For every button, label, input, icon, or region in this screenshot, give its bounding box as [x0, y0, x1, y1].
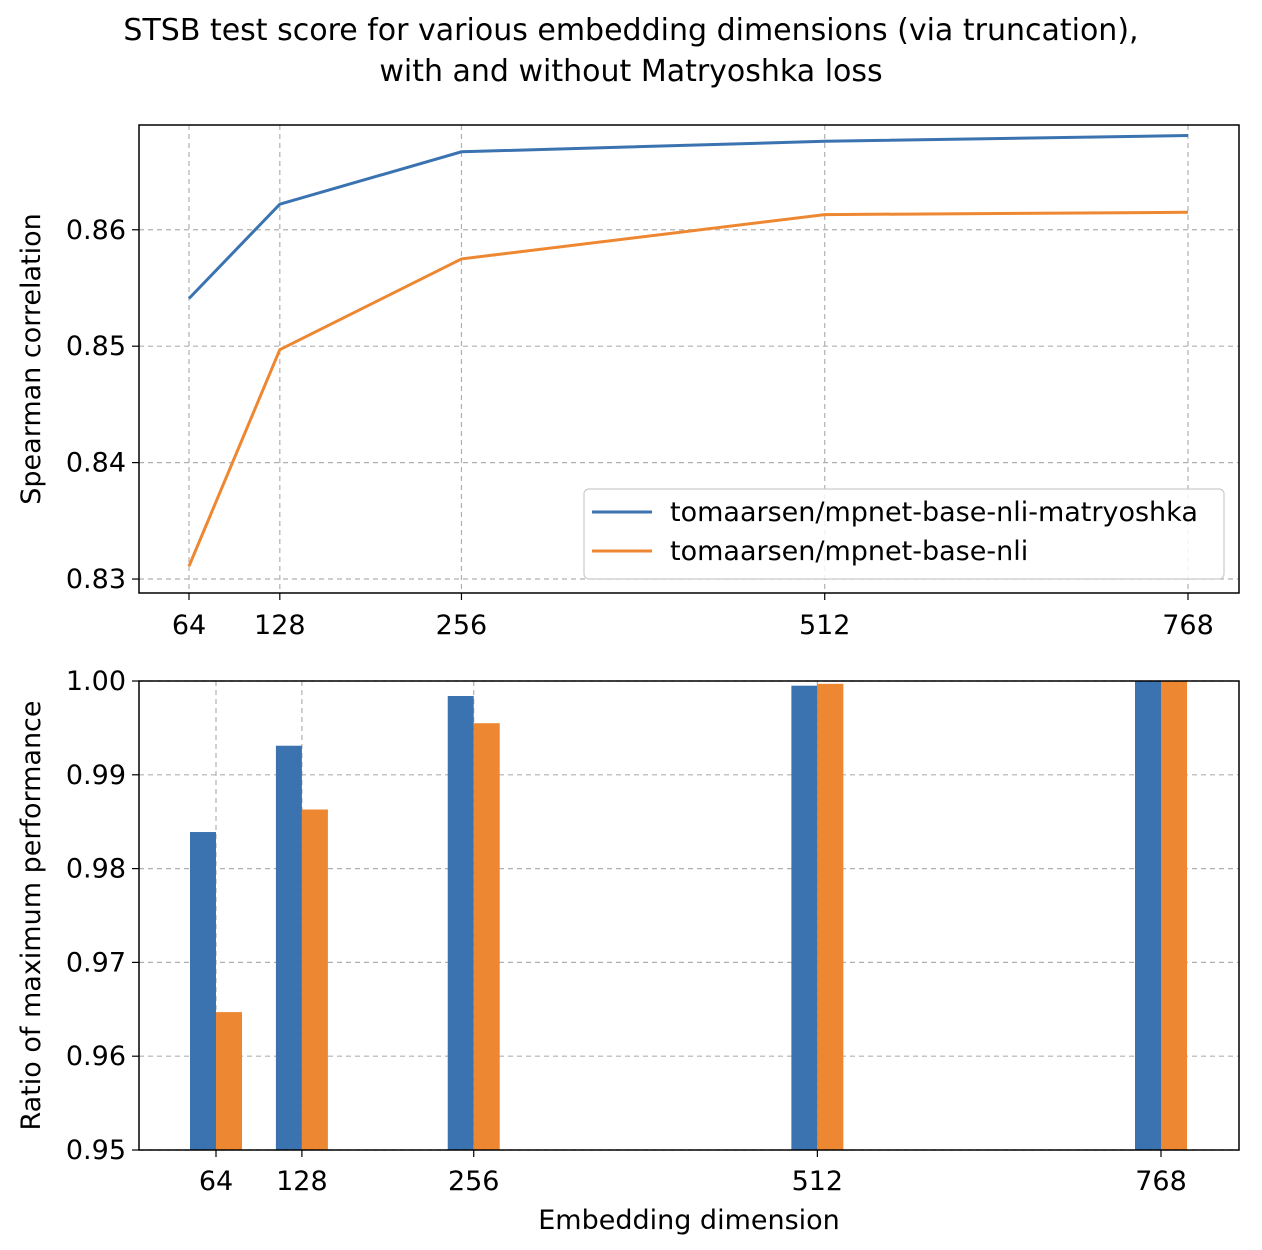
bottom-x-tick-label: 512: [792, 1166, 844, 1197]
bottom-y-tick-label: 0.97: [66, 947, 126, 978]
bottom-y-tick-label: 1.00: [66, 666, 126, 697]
bottom-y-axis-label: Ratio of maximum performance: [16, 700, 47, 1130]
bottom-x-tick-label: 128: [276, 1166, 328, 1197]
bottom-bar-chart: 64 128 256 512 768 0.95 0.96 0.97 0.98 0.99 1.00 Ra…: [16, 666, 1240, 1236]
top-y-tick-label: 0.85: [66, 331, 126, 362]
top-axes-frame: [138, 124, 1240, 594]
figure-title-line2: with and without Matryoshka loss: [379, 54, 882, 89]
legend-label-1: tomaarsen/mpnet-base-nli-matryoshka: [670, 497, 1198, 528]
bottom-y-tick-label: 0.96: [66, 1041, 126, 1072]
bar-baseline-768: [1161, 681, 1187, 1150]
bottom-y-tick-label: 0.95: [66, 1135, 126, 1166]
top-line-chart: 64 128 256 512 768 0.83 0.84 0.85 0.86 Spearman c…: [16, 124, 1240, 641]
bar-baseline-128: [301, 809, 328, 1150]
bottom-x-axis-label: Embedding dimension: [538, 1205, 840, 1236]
top-y-tick-label: 0.83: [66, 564, 126, 595]
top-x-tick-label: 64: [172, 610, 206, 641]
bar-matryoshka-512: [791, 685, 818, 1150]
bottom-y-tick-label: 0.98: [66, 854, 126, 885]
top-series-line-1: [187, 134, 1189, 300]
bar-matryoshka-64: [190, 832, 216, 1150]
bottom-x-tick-label: 256: [448, 1166, 500, 1197]
bottom-x-tick-label: 64: [199, 1166, 233, 1197]
top-x-tick-label: 256: [436, 610, 488, 641]
bar-matryoshka-768: [1135, 681, 1161, 1150]
bar-matryoshka-128: [275, 745, 302, 1150]
top-y-tick-label: 0.84: [66, 448, 126, 479]
top-y-tick-label: 0.86: [66, 215, 126, 246]
legend-label-2: tomaarsen/mpnet-base-nli: [670, 536, 1028, 567]
bar-baseline-256: [473, 723, 500, 1150]
figure-title-line1: STSB test score for various embedding di…: [123, 13, 1138, 48]
legend-box: [583, 488, 1225, 580]
bar-matryoshka-256: [447, 696, 474, 1150]
top-series-line-2: [187, 210, 1189, 567]
top-x-tick-label: 512: [799, 610, 851, 641]
top-x-tick-label: 768: [1162, 610, 1214, 641]
bar-baseline-64: [216, 1012, 242, 1150]
bottom-y-tick-label: 0.99: [66, 760, 126, 791]
bottom-axes-frame: [138, 680, 1240, 1151]
bar-baseline-512: [817, 683, 844, 1150]
bottom-x-tick-label: 768: [1135, 1166, 1187, 1197]
top-x-tick-label: 128: [254, 610, 306, 641]
top-y-axis-label: Spearman correlation: [16, 213, 47, 504]
